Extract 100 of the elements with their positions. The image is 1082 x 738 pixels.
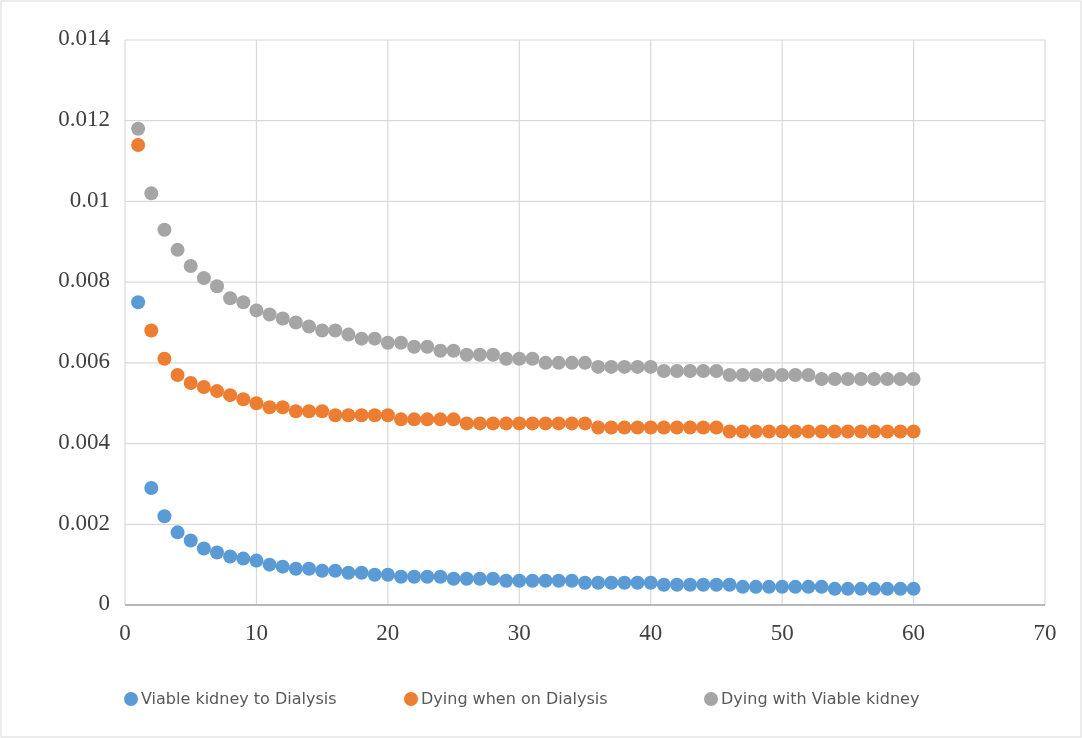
point (380, 567, 395, 582)
point (486, 347, 500, 362)
point (525, 351, 540, 366)
point (459, 416, 474, 431)
point (236, 551, 251, 566)
point (157, 509, 172, 524)
y-tick-label: 0.006 (58, 348, 110, 374)
point (630, 575, 645, 590)
point (880, 581, 895, 596)
point (604, 420, 619, 435)
point (196, 271, 211, 286)
point (446, 343, 461, 358)
point (196, 380, 211, 395)
point (840, 424, 855, 439)
point (341, 565, 356, 580)
point (288, 404, 303, 419)
point (775, 367, 790, 382)
point (722, 424, 737, 439)
point (683, 420, 698, 435)
point (249, 303, 264, 318)
point (394, 412, 408, 427)
point (407, 569, 422, 584)
point (683, 577, 698, 592)
point (591, 420, 606, 435)
point (643, 420, 658, 435)
point (459, 347, 474, 362)
point (354, 565, 369, 580)
point (591, 575, 606, 590)
point (367, 331, 382, 346)
point (591, 359, 606, 374)
point (814, 424, 829, 439)
point (735, 367, 750, 382)
point (472, 416, 487, 431)
point (249, 396, 264, 411)
point (578, 355, 592, 370)
point (893, 372, 908, 386)
point (459, 571, 474, 586)
point (499, 351, 514, 366)
point (341, 408, 356, 423)
point (893, 581, 908, 596)
point (643, 575, 658, 590)
point (262, 400, 277, 415)
point (617, 359, 632, 374)
point (656, 420, 671, 435)
point (433, 343, 448, 358)
point (394, 569, 408, 584)
y-tick-label: 0.014 (58, 25, 111, 51)
point (827, 372, 842, 386)
x-tick-label: 70 (1033, 620, 1057, 645)
legend-label: Dying when on Dialysis (421, 688, 608, 708)
point (538, 416, 553, 431)
point (183, 533, 198, 548)
point (709, 363, 724, 378)
point (210, 545, 224, 560)
point (893, 424, 908, 439)
point (302, 404, 316, 419)
point (696, 363, 711, 378)
point (223, 291, 238, 306)
point (512, 416, 527, 431)
point (854, 424, 868, 439)
y-tick-label: 0.002 (58, 509, 110, 535)
point (748, 424, 763, 439)
point (840, 581, 855, 596)
point (670, 363, 684, 378)
legend-label: Viable kidney to Dialysis (141, 688, 337, 708)
point (788, 367, 803, 382)
point (670, 420, 684, 435)
point (617, 575, 632, 590)
point (578, 575, 592, 590)
point (709, 420, 724, 435)
point (814, 372, 829, 386)
point (630, 420, 645, 435)
point (354, 331, 369, 346)
point (131, 137, 146, 152)
point (328, 408, 343, 423)
point (696, 420, 711, 435)
point (144, 480, 159, 495)
point (814, 579, 829, 594)
point (315, 563, 330, 578)
y-tick-label: 0.012 (58, 106, 110, 131)
point (420, 412, 435, 427)
x-tick-label: 60 (902, 620, 926, 645)
point (407, 339, 422, 354)
point (210, 384, 224, 399)
point (367, 408, 382, 423)
point (854, 372, 868, 386)
point (302, 319, 316, 334)
point (367, 567, 382, 582)
point (328, 323, 343, 338)
point (275, 559, 290, 574)
point (420, 569, 435, 584)
point (157, 351, 172, 366)
point (709, 577, 724, 592)
x-tick-label: 40 (639, 620, 663, 645)
point (696, 577, 711, 592)
point (486, 416, 500, 431)
point (827, 424, 842, 439)
point (394, 335, 408, 350)
point (288, 561, 303, 576)
point (617, 420, 632, 435)
